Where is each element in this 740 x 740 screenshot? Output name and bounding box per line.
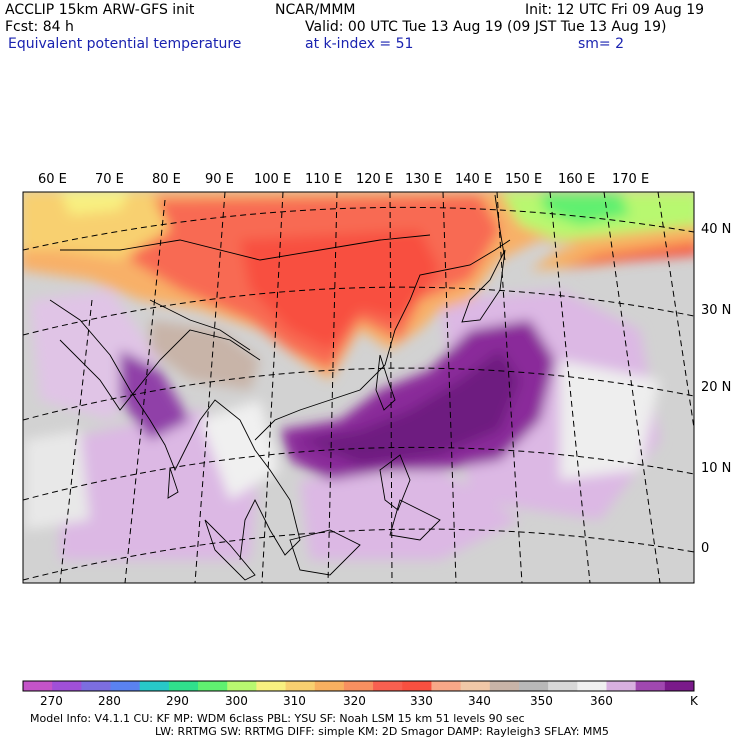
colorbar-swatch	[52, 681, 82, 691]
map-frame	[22, 191, 695, 584]
colorbar-swatch	[431, 681, 462, 691]
lon-label: 80 E	[152, 172, 181, 187]
model-info-line2: LW: RRTMG SW: RRTMG DIFF: simple KM: 2D …	[155, 725, 609, 738]
colorbar-tick-label: 270	[40, 694, 63, 708]
colorbar-tick-label: 360	[590, 694, 613, 708]
valid-time: Valid: 00 UTC Tue 13 Aug 19 (09 JST Tue …	[305, 19, 667, 35]
lon-label: 60 E	[38, 172, 67, 187]
colorbar-swatch	[664, 681, 695, 691]
center-label: NCAR/MMM	[275, 2, 356, 18]
lon-label: 110 E	[305, 172, 343, 187]
colorbar	[23, 681, 695, 691]
colorbar-swatch	[606, 681, 637, 691]
lon-label: 160 E	[558, 172, 596, 187]
lon-label: 90 E	[205, 172, 234, 187]
colorbar-swatch	[256, 681, 287, 691]
colorbar-swatch	[23, 681, 53, 691]
colorbar-swatch	[81, 681, 112, 691]
field-name: Equivalent potential temperature	[8, 36, 242, 52]
colorbar-swatch	[314, 681, 345, 691]
colorbar-swatch	[548, 681, 578, 691]
model-title: ACCLIP 15km ARW-GFS init	[5, 2, 195, 18]
lon-label: 120 E	[356, 172, 394, 187]
colorbar-tick-label: 350	[530, 694, 553, 708]
colorbar-swatch	[518, 681, 549, 691]
colorbar-swatch	[489, 681, 520, 691]
colorbar-swatch	[227, 681, 257, 691]
colorbar-tick-label: 310	[283, 694, 306, 708]
colorbar-swatch	[577, 681, 607, 691]
colorbar-swatch	[373, 681, 403, 691]
colorbar-tick-label: 330	[410, 694, 433, 708]
colorbar-swatch	[139, 681, 170, 691]
graticule	[23, 192, 694, 583]
lon-label: 140 E	[455, 172, 493, 187]
lon-label: 170 E	[612, 172, 650, 187]
colorbar-tick-label: 280	[98, 694, 121, 708]
colorbar-swatch	[460, 681, 491, 691]
lon-label: 70 E	[95, 172, 124, 187]
lon-label: 150 E	[505, 172, 543, 187]
colorbar-unit: K	[690, 694, 698, 708]
colorbar-swatch	[285, 681, 316, 691]
colorbar-swatch	[168, 681, 199, 691]
lat-label: 30 N	[701, 303, 732, 318]
lat-label: 20 N	[701, 380, 732, 395]
model-info-line1: Model Info: V4.1.1 CU: KF MP: WDM 6class…	[30, 712, 525, 725]
init-time: Init: 12 UTC Fri 09 Aug 19	[525, 2, 705, 18]
colorbar-tick-label: 340	[468, 694, 491, 708]
lat-label: 0	[701, 541, 710, 556]
lon-label: 100 E	[254, 172, 292, 187]
colorbar-tick-label: 300	[225, 694, 248, 708]
lat-label: 10 N	[701, 461, 732, 476]
k-index-label: at k-index = 51	[305, 36, 414, 52]
colorbar-swatch	[343, 681, 374, 691]
lon-label: 130 E	[405, 172, 443, 187]
smoothing-label: sm= 2	[578, 36, 625, 52]
colorbar-tick-label: 320	[343, 694, 366, 708]
colorbar-swatch	[198, 681, 228, 691]
colorbar-swatch	[635, 681, 666, 691]
colorbar-swatch	[402, 681, 432, 691]
colorbar-tick-label: 290	[166, 694, 189, 708]
colorbar-frame	[22, 680, 695, 692]
forecast-hour: Fcst: 84 h	[5, 19, 74, 35]
lat-label: 40 N	[701, 222, 732, 237]
colorbar-swatch	[110, 681, 141, 691]
theta-e-field	[23, 192, 694, 583]
